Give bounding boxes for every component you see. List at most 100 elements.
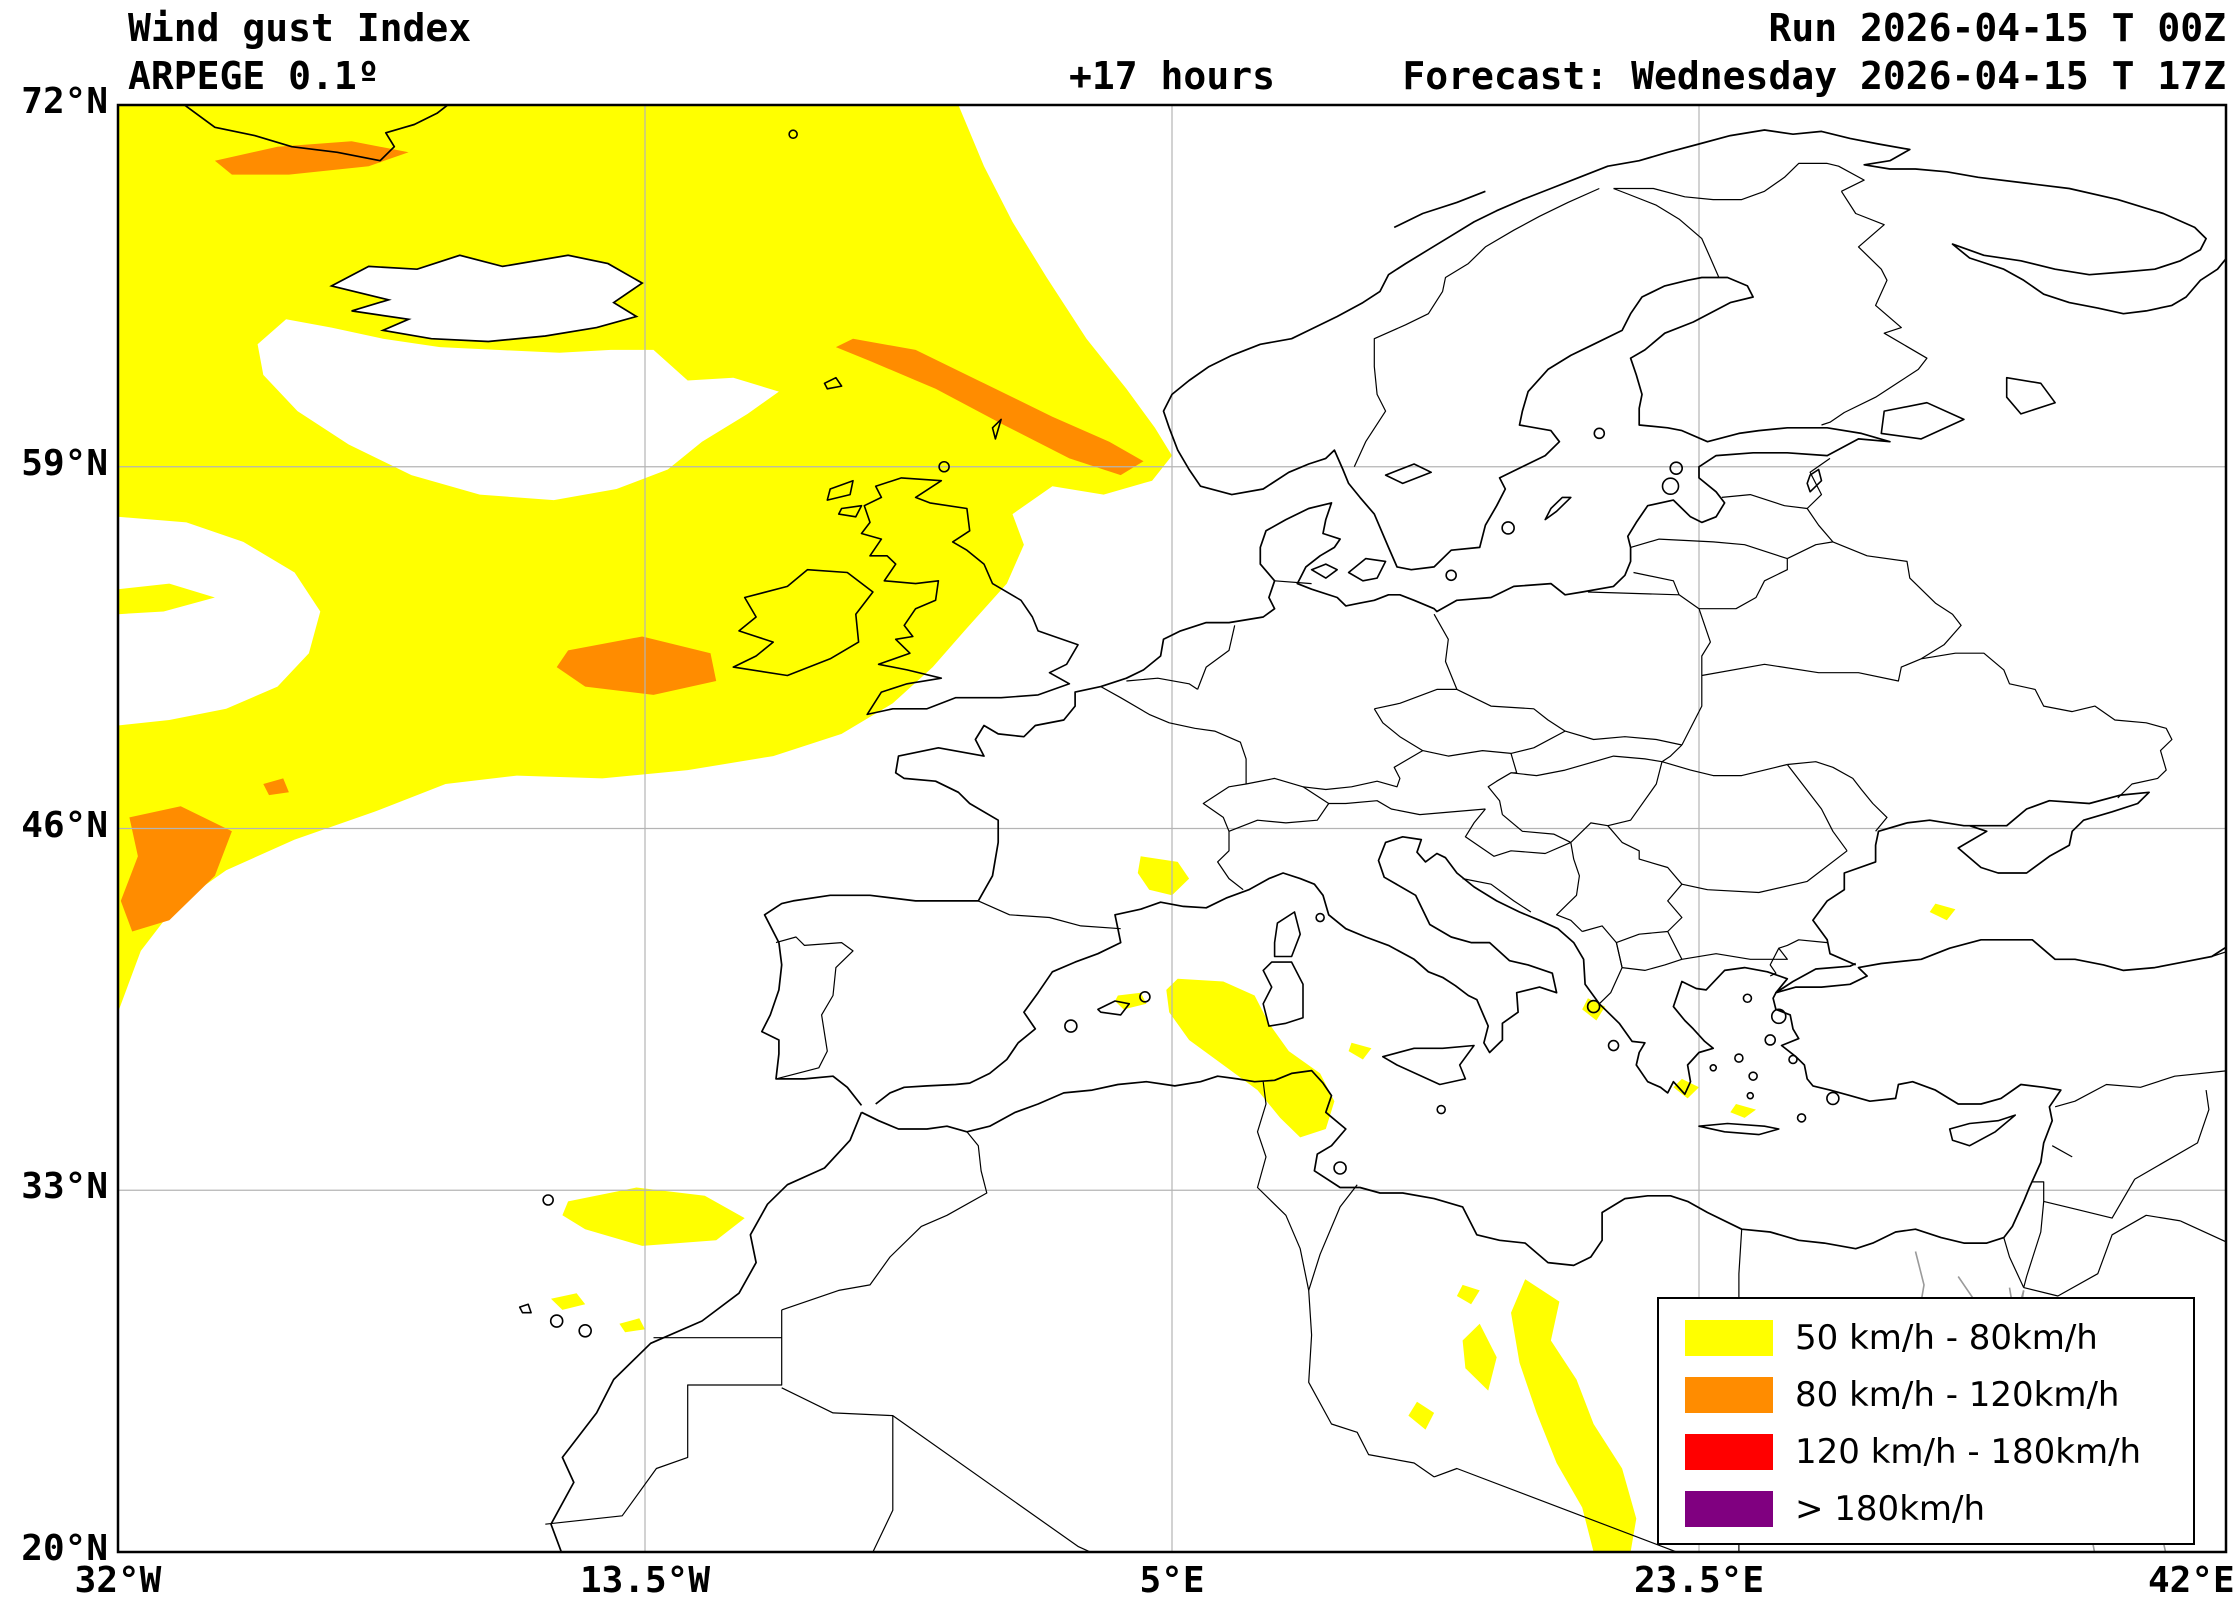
small-island <box>1748 1071 1758 1081</box>
small-island <box>788 129 798 140</box>
legend-swatch-50-80 <box>1685 1319 1773 1356</box>
country-border <box>1433 613 1458 690</box>
legend-label-gt-180: > 180km/h <box>1795 1488 1986 1529</box>
small-island <box>1064 1019 1078 1033</box>
island-coastline <box>1347 557 1387 582</box>
wind-50-80-patch <box>1115 992 1147 1010</box>
country-border <box>1678 594 1711 746</box>
legend-swatch-gt-180 <box>1685 1490 1773 1527</box>
calm-hole <box>118 516 321 726</box>
lead-time-label: +17 hours <box>1069 54 1275 98</box>
coastline <box>861 938 2226 1267</box>
country-border <box>1100 686 1247 784</box>
country-border <box>1373 688 1566 757</box>
country-border <box>2054 1070 2226 1108</box>
coastline <box>875 835 1857 1105</box>
island-coastline <box>518 1303 532 1314</box>
country-border <box>1502 761 1663 843</box>
island-coastline <box>1806 468 1823 493</box>
country-border <box>781 1131 988 1311</box>
country-border <box>1308 1290 1435 1478</box>
island-coastline <box>1262 961 1304 1027</box>
small-island <box>1586 999 1601 1014</box>
y-tick-label: 33°N <box>21 1166 108 1208</box>
country-border <box>1630 538 1788 560</box>
country-border <box>1197 625 1236 690</box>
x-tick-label: 42°E <box>2147 1560 2233 1601</box>
country-border <box>1613 162 1865 201</box>
country-border <box>1510 755 1663 777</box>
wind-50-80-patch <box>562 1187 745 1246</box>
island-coastline <box>1698 1122 1780 1136</box>
island-coastline <box>1382 1044 1475 1086</box>
island-coastline <box>860 477 1079 716</box>
x-tick-label: 13.5°W <box>579 1560 711 1601</box>
calm-hole <box>257 319 779 501</box>
country-border <box>1308 1184 1358 1291</box>
small-island <box>578 1323 592 1338</box>
country-border <box>1202 777 1330 832</box>
country-border <box>781 1387 1092 1552</box>
wind-80-120-patch <box>263 778 289 796</box>
legend-row-80-120: 80 km/h - 120km/h <box>1685 1366 2193 1423</box>
country-border <box>1806 457 1831 509</box>
coastline <box>760 129 2226 1106</box>
small-island <box>1661 477 1680 496</box>
country-border <box>1699 558 1788 610</box>
small-island <box>1593 427 1606 440</box>
y-tick-label: 59°N <box>21 442 108 484</box>
legend-swatch-80-120 <box>1685 1376 1773 1413</box>
wind-50-80-patch <box>1408 1401 1435 1430</box>
wind-50-80-patch <box>619 1318 645 1333</box>
legend-row-50-80: 50 km/h - 80km/h <box>1685 1309 2193 1366</box>
country-border <box>1661 744 1683 763</box>
legend-row-gt-180: > 180km/h <box>1685 1480 2193 1537</box>
run-label: Run 2026-04-15 T 00Z <box>1768 6 2226 50</box>
legend-label-50-80: 50 km/h - 80km/h <box>1795 1317 2098 1358</box>
small-island <box>1709 1064 1718 1072</box>
small-island <box>1742 993 1753 1004</box>
country-border <box>1217 831 1244 891</box>
country-border <box>1256 1081 1310 1291</box>
small-island <box>1139 991 1151 1003</box>
country-border <box>1464 808 1572 857</box>
wind-80-120-patch <box>556 636 717 695</box>
island-coastline <box>1384 463 1432 485</box>
country-border <box>2051 1145 2073 1158</box>
wind-50-80-patch <box>1511 1279 1637 1552</box>
small-island <box>1501 521 1515 535</box>
country-border <box>1667 883 1683 960</box>
legend-label-120-180: 120 km/h - 180km/h <box>1795 1431 2142 1472</box>
coastline <box>550 1111 863 1552</box>
legend-row-120-180: 120 km/h - 180km/h <box>1685 1423 2193 1480</box>
legend-label-80-120: 80 km/h - 120km/h <box>1795 1374 2120 1415</box>
country-border <box>1787 508 1834 560</box>
small-island <box>1315 912 1325 923</box>
small-island <box>1669 461 1684 475</box>
island-coastline <box>1880 401 1965 440</box>
country-border <box>1921 652 2173 799</box>
country-border <box>1613 187 1720 278</box>
country-border <box>2134 1090 2210 1180</box>
country-border <box>1433 1467 1679 1552</box>
x-tick-label: 5°E <box>1139 1560 1205 1601</box>
country-border <box>978 900 1121 930</box>
legend-box: 50 km/h - 80km/h 80 km/h - 120km/h 120 k… <box>1657 1297 2195 1545</box>
wind-80-120-patch <box>835 338 1144 476</box>
country-border <box>1564 730 1683 746</box>
country-border <box>2023 1214 2181 1297</box>
country-border <box>1556 842 1583 932</box>
country-border <box>1821 190 1928 426</box>
small-island <box>1734 1053 1744 1063</box>
small-island <box>549 1314 564 1328</box>
product-title: Wind gust Index <box>128 6 472 50</box>
map-layers <box>118 105 2226 1552</box>
wind-50-80-patch <box>118 583 215 615</box>
country-border <box>1775 939 1828 960</box>
coastline <box>1393 190 1486 229</box>
country-border <box>2180 1220 2226 1243</box>
country-border <box>1832 541 1962 660</box>
country-border <box>1328 800 1486 816</box>
